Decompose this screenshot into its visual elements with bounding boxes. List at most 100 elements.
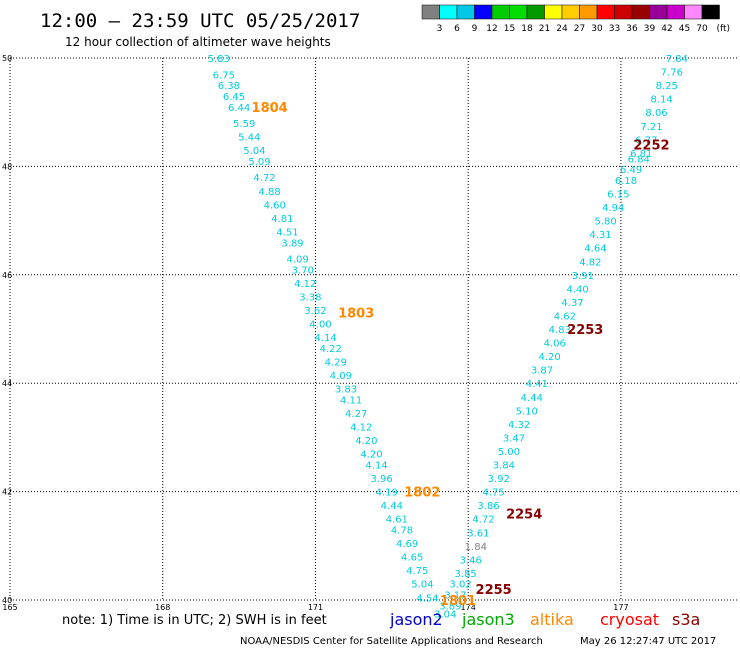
swh-point-s3a: 3.84 — [493, 461, 515, 472]
colorbar-unit: (ft) — [717, 24, 731, 34]
swh-point-s3a: 4.32 — [508, 420, 530, 431]
swh-point-altika: 4.09 — [287, 255, 309, 266]
pass-label-s3a: 2254 — [506, 507, 542, 522]
colorbar-label: 30 — [591, 24, 603, 34]
swh-point-altika: 4.20 — [360, 450, 382, 461]
colorbar-label: 27 — [574, 24, 585, 34]
swh-point-altika: 4.69 — [396, 539, 418, 550]
colorbar-swatch — [701, 4, 720, 20]
swh-point-s3a: 4.37 — [561, 298, 583, 309]
colorbar-label: 15 — [504, 24, 515, 34]
y-tick-label: 50 — [2, 54, 12, 63]
swh-point-s3a: 4.44 — [521, 393, 543, 404]
satellite-legend-cryosat: cryosat — [600, 610, 659, 629]
swh-point-s3a: 5.00 — [498, 447, 520, 458]
swh-point-s3a: 5.80 — [595, 217, 617, 228]
colorbar-swatch — [684, 4, 703, 20]
swh-point-s3a: 4.72 — [472, 515, 494, 526]
swh-point-s3a: 1.84 — [465, 542, 487, 553]
swh-point-s3a: 3.47 — [503, 433, 525, 444]
swh-point-s3a: 8.25 — [656, 81, 678, 92]
data-points: 5.836.756.386.456.445.595.445.045.094.72… — [208, 54, 688, 621]
colorbar-swatch — [526, 4, 545, 20]
swh-point-s3a: 6.81 — [630, 149, 652, 160]
swh-point-s3a: 8.06 — [645, 108, 667, 119]
colorbar-swatch — [456, 4, 475, 20]
swh-point-s3a: 4.62 — [554, 311, 576, 322]
pass-labels: 1804 1803 1802 1801 2252 2253 2254 2255 — [252, 101, 670, 609]
swh-point-s3a: 3.87 — [531, 366, 553, 377]
colorbar-label: 21 — [539, 24, 550, 34]
satellite-legend: jason2 jason3 altika cryosat s3a — [389, 610, 700, 629]
grid-lines — [9, 57, 738, 601]
swh-point-s3a: 4.31 — [589, 230, 611, 241]
colorbar-swatch — [491, 4, 510, 20]
swh-point-altika: 5.59 — [233, 119, 255, 130]
swh-point-altika: 4.51 — [276, 227, 298, 238]
x-tick-label: 174 — [461, 603, 476, 612]
colorbar-label: 42 — [661, 24, 672, 34]
swh-point-altika: 3.83 — [335, 385, 357, 396]
colorbar-swatch — [579, 4, 598, 20]
swh-point-altika: 5.44 — [238, 133, 260, 144]
swh-point-s3a: 4.75 — [483, 488, 505, 499]
pass-label-s3a: 2253 — [567, 323, 603, 338]
swh-point-s3a: 7.21 — [640, 122, 662, 133]
swh-point-altika: 3.89 — [281, 238, 303, 249]
pass-label-altika: 1803 — [338, 307, 374, 322]
swh-point-altika: 4.88 — [259, 187, 281, 198]
swh-point-s3a: 4.41 — [526, 379, 548, 390]
pass-label-s3a: 2255 — [476, 583, 512, 598]
swh-point-altika: 6.38 — [218, 81, 240, 92]
colorbar-swatch — [509, 4, 528, 20]
colorbar-label: 24 — [556, 24, 568, 34]
swh-point-s3a: 4.94 — [602, 203, 624, 214]
colorbar-legend: 3 6 9 12 15 18 21 24 27 30 33 36 39 42 45 70 (ft) — [421, 4, 731, 34]
colorbar-label: 12 — [486, 24, 497, 34]
satellite-legend-jason3: jason3 — [461, 610, 515, 629]
swh-point-s3a: 4.82 — [579, 257, 601, 268]
swh-point-s3a: 3.86 — [477, 501, 499, 512]
swh-point-altika: 4.27 — [345, 409, 367, 420]
colorbar-label: 39 — [644, 24, 656, 34]
swh-point-altika: 4.14 — [365, 461, 387, 472]
swh-point-s3a: 4.20 — [539, 352, 561, 363]
swh-point-s3a: 3.04 — [434, 610, 456, 621]
swh-point-altika: 4.61 — [386, 515, 408, 526]
chart-title: 12:00 – 23:59 UTC 05/25/2017 — [40, 10, 360, 32]
colorbar-swatch — [596, 4, 615, 20]
swh-point-s3a: 3.61 — [467, 528, 489, 539]
colorbar-label: 70 — [696, 24, 708, 34]
swh-point-altika: 3.70 — [292, 265, 314, 276]
pass-label-altika: 1802 — [404, 486, 440, 501]
swh-point-s3a: 3.91 — [572, 271, 594, 282]
swh-point-altika: 4.60 — [264, 200, 286, 211]
satellite-legend-s3a: s3a — [672, 610, 700, 629]
swh-point-s3a: 6.15 — [607, 190, 629, 201]
swh-point-s3a: 6.49 — [620, 165, 642, 176]
satellite-legend-altika: altika — [530, 610, 574, 629]
swh-point-altika: 4.54 — [416, 593, 438, 604]
swh-point-altika: 4.44 — [381, 501, 403, 512]
swh-point-s3a: 5.10 — [516, 406, 538, 417]
colorbar-label: 33 — [609, 24, 620, 34]
y-tick-label: 42 — [2, 488, 12, 497]
y-tick-label: 48 — [2, 162, 12, 171]
satellite-legend-jason2: jason2 — [389, 610, 443, 629]
swh-point-altika: 4.12 — [350, 423, 372, 434]
footer-credit: NOAA/NESDIS Center for Satellite Applica… — [240, 636, 543, 647]
swh-point-altika: 4.78 — [391, 526, 413, 537]
colorbar-swatch — [561, 4, 580, 20]
colorbar-swatch — [439, 4, 458, 20]
colorbar-swatch — [631, 4, 650, 20]
x-tick-label: 168 — [155, 603, 170, 612]
swh-point-s3a: 7.76 — [661, 68, 683, 79]
swh-point-altika: 4.12 — [294, 279, 316, 290]
swh-point-s3a: 6.77 — [635, 135, 657, 146]
swh-point-s3a: 3.92 — [488, 474, 510, 485]
swh-point-s3a: 3.46 — [460, 555, 482, 566]
swh-point-s3a: 6.84 — [628, 154, 650, 165]
swh-point-s3a: 3.02 — [449, 580, 471, 591]
swh-point-altika: 4.00 — [309, 320, 331, 331]
swh-point-altika: 4.09 — [330, 371, 352, 382]
